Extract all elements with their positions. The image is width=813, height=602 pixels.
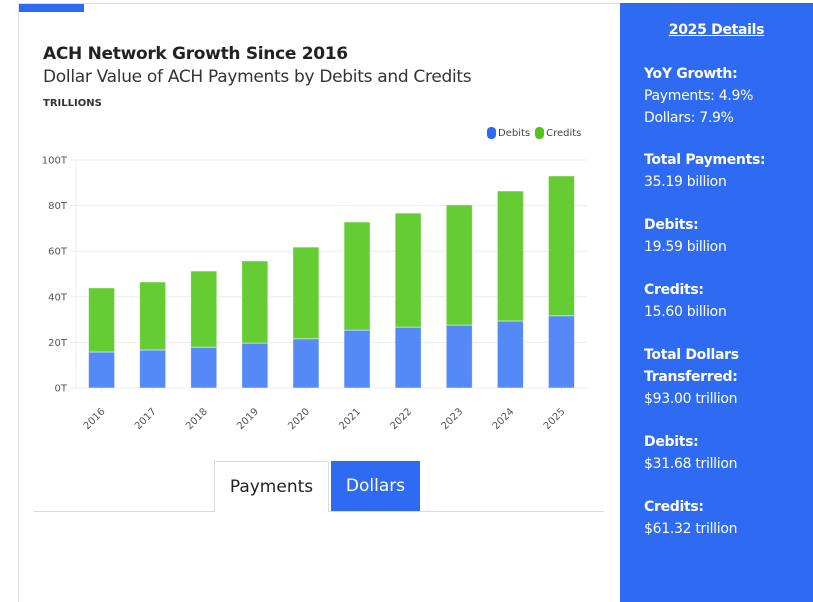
y-tick-label: 60T (48, 247, 68, 258)
bar-credits (88, 287, 115, 353)
bar-debits (343, 329, 371, 389)
x-tick-label: 2016 (82, 406, 108, 432)
tab-dollars[interactable]: Dollars (331, 461, 420, 511)
details-panel: 2025 Details YoY Growth: Payments: 4.9% … (620, 3, 813, 602)
credits-swatch-icon (535, 127, 545, 139)
bar-credits (496, 190, 524, 322)
chart-title: ACH Network Growth Since 2016 (43, 44, 348, 64)
yoy-dollars-value: Dollars: 7.9% (644, 110, 734, 126)
details-title: 2025 Details (668, 22, 765, 38)
bar-credits (548, 175, 575, 317)
card-left-border (18, 4, 19, 602)
y-tick-label: 20T (48, 338, 68, 349)
x-tick-label: 2021 (337, 406, 363, 432)
total-dollars-value: $93.00 trillion (644, 391, 738, 407)
bar-debits (292, 338, 320, 389)
card-top-border (18, 3, 620, 4)
chart-subtitle: Dollar Value of ACH Payments by Debits a… (43, 67, 472, 87)
bar-debits (445, 324, 473, 389)
legend-label-credits: Credits (546, 127, 582, 139)
bar-credits (343, 221, 371, 331)
payments-credits-value: 15.60 billion (644, 304, 727, 320)
y-tick-label: 40T (48, 292, 68, 303)
yoy-growth-section: YoY Growth: Payments: 4.9% Dollars: 7.9% (644, 63, 753, 129)
bar-debits (496, 320, 524, 389)
bar-debits (190, 346, 218, 389)
stacked-bar-chart: 0T 20T 40T 60T 80T 100T 2016 2017 2018 2019 2020 20… (42, 156, 587, 432)
bar-credits (394, 212, 422, 328)
y-tick-label: 0T (55, 384, 68, 395)
payments-debits-section: Debits: 19.59 billion (644, 214, 727, 258)
unit-label: TRILLIONS (43, 98, 102, 109)
bar-debits (394, 326, 422, 389)
bar-credits (292, 246, 320, 340)
bar-credits (139, 281, 167, 351)
x-tick-label: 2018 (184, 406, 210, 432)
dollars-debits-section: Debits: $31.68 trillion (644, 431, 737, 475)
y-tick-label: 100T (42, 156, 68, 167)
dollars-credits-section: Credits: $61.32 trillion (644, 496, 737, 540)
legend-label-debits: Debits (498, 127, 531, 139)
bar-credits (445, 204, 473, 326)
x-tick-label: 2024 (491, 406, 517, 432)
bar-credits (241, 260, 269, 344)
x-tick-label: 2020 (286, 406, 312, 432)
dollars-debits-label: Debits: (644, 434, 699, 450)
total-dollars-label-1: Total Dollars (644, 347, 739, 363)
debits-swatch-icon (487, 127, 496, 139)
x-tick-label: 2017 (133, 406, 159, 432)
total-dollars-label-2: Transferred: (644, 369, 738, 385)
chart-legend: Debits Credits (487, 127, 583, 139)
bar-debits (88, 351, 115, 389)
total-payments-value: 35.19 billion (644, 174, 727, 190)
bar-debits (139, 349, 167, 389)
legend-item-credits[interactable]: Credits (535, 127, 581, 139)
yoy-payments-value: Payments: 4.9% (644, 88, 754, 104)
yoy-growth-label: YoY Growth: (644, 66, 738, 82)
total-payments-section: Total Payments: 35.19 billion (644, 149, 766, 193)
y-tick-label: 80T (48, 201, 68, 212)
payments-credits-section: Credits: 15.60 billion (644, 279, 727, 323)
tab-payments[interactable]: Payments (214, 461, 329, 512)
dollars-credits-value: $61.32 trillion (644, 521, 738, 537)
payments-debits-value: 19.59 billion (644, 239, 727, 255)
dollars-credits-label: Credits: (644, 499, 704, 515)
legend-item-debits[interactable]: Debits (487, 127, 530, 139)
payments-debits-label: Debits: (644, 217, 699, 233)
x-tick-label: 2023 (440, 406, 466, 432)
x-tick-label: 2019 (235, 406, 261, 432)
accent-bar (19, 4, 84, 12)
bar-debits (548, 315, 575, 389)
x-tick-label: 2025 (542, 406, 568, 432)
x-tick-label: 2022 (388, 406, 414, 432)
total-dollars-section: Total Dollars Transferred: $93.00 trilli… (644, 344, 739, 410)
total-payments-label: Total Payments: (644, 152, 766, 168)
bar-debits (241, 342, 269, 389)
payments-credits-label: Credits: (644, 282, 704, 298)
dollars-debits-value: $31.68 trillion (644, 456, 738, 472)
bar-credits (190, 270, 218, 348)
